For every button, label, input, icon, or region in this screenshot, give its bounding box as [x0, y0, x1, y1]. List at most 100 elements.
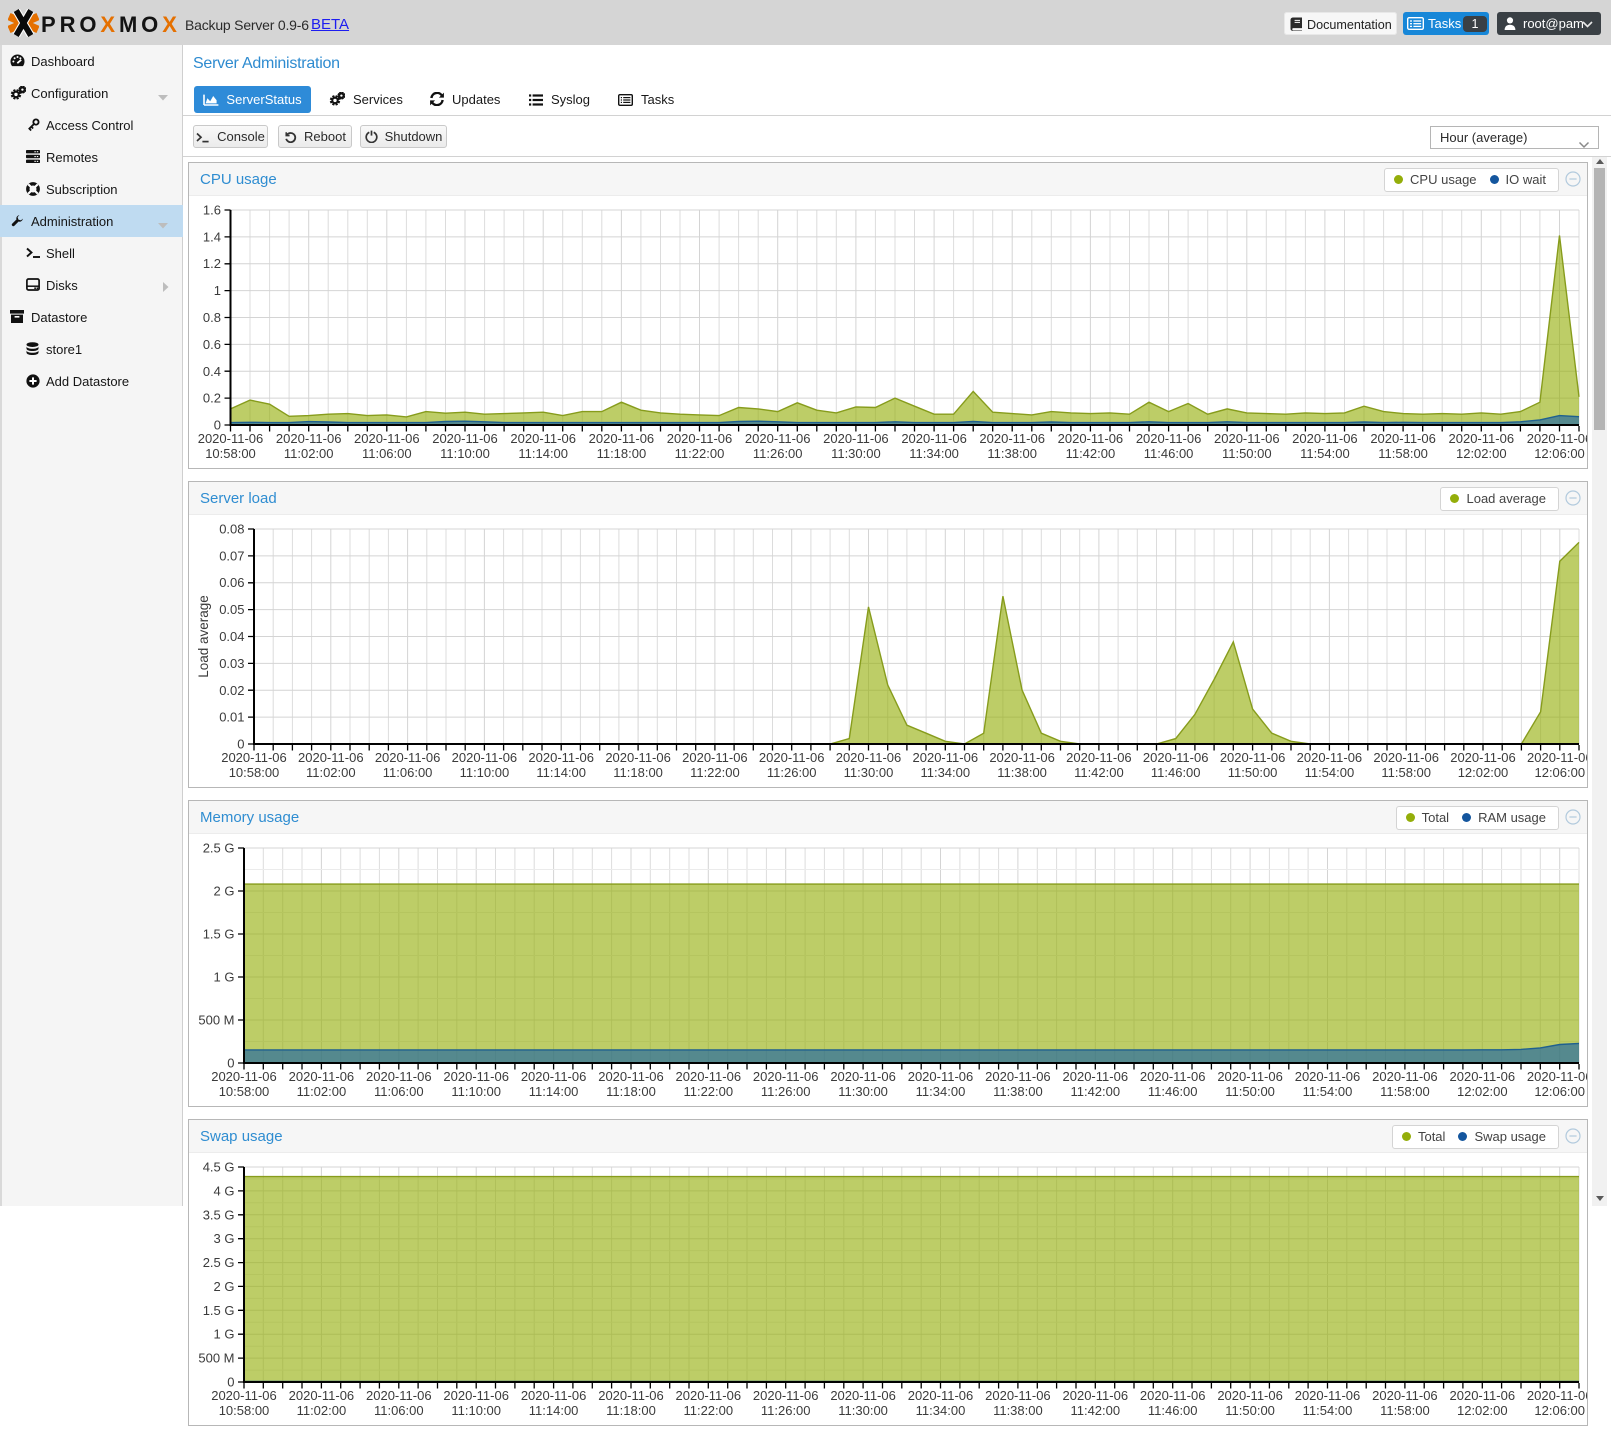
svg-text:11:22:00: 11:22:00 — [690, 765, 740, 780]
svg-text:2020-11-06: 2020-11-06 — [989, 750, 1055, 765]
svg-text:11:14:00: 11:14:00 — [529, 1084, 579, 1099]
svg-text:2020-11-06: 2020-11-06 — [1527, 750, 1587, 765]
svg-text:2020-11-06: 2020-11-06 — [908, 1069, 974, 1084]
svg-text:11:10:00: 11:10:00 — [460, 765, 510, 780]
svg-text:11:02:00: 11:02:00 — [306, 765, 356, 780]
svg-text:0.04: 0.04 — [219, 629, 244, 644]
svg-text:11:58:00: 11:58:00 — [1378, 446, 1428, 461]
svg-text:2020-11-06: 2020-11-06 — [753, 1069, 819, 1084]
svg-text:1 G: 1 G — [214, 1327, 235, 1342]
svg-text:2020-11-06: 2020-11-06 — [1058, 431, 1124, 446]
svg-text:2020-11-06: 2020-11-06 — [908, 1388, 974, 1403]
svg-text:11:46:00: 11:46:00 — [1148, 1403, 1198, 1418]
svg-text:2020-11-06: 2020-11-06 — [221, 750, 287, 765]
svg-text:2020-11-06: 2020-11-06 — [676, 1388, 742, 1403]
svg-text:11:10:00: 11:10:00 — [451, 1084, 501, 1099]
svg-text:2020-11-06: 2020-11-06 — [1527, 1388, 1587, 1403]
svg-text:11:34:00: 11:34:00 — [916, 1403, 966, 1418]
svg-text:2.5 G: 2.5 G — [203, 1255, 235, 1270]
svg-text:2020-11-06: 2020-11-06 — [682, 750, 748, 765]
svg-text:11:54:00: 11:54:00 — [1303, 1084, 1353, 1099]
svg-text:2020-11-06: 2020-11-06 — [1527, 431, 1587, 446]
svg-text:0.06: 0.06 — [219, 575, 244, 590]
svg-text:2020-11-06: 2020-11-06 — [521, 1069, 587, 1084]
svg-text:1.2: 1.2 — [203, 256, 221, 271]
svg-text:Load average: Load average — [196, 595, 211, 678]
svg-text:11:34:00: 11:34:00 — [920, 765, 970, 780]
svg-text:12:06:00: 12:06:00 — [1534, 446, 1585, 461]
svg-text:11:22:00: 11:22:00 — [675, 446, 725, 461]
svg-text:2020-11-06: 2020-11-06 — [1297, 750, 1363, 765]
svg-text:2020-11-06: 2020-11-06 — [1136, 431, 1202, 446]
svg-text:0: 0 — [237, 737, 244, 752]
svg-text:2020-11-06: 2020-11-06 — [375, 750, 441, 765]
svg-text:12:06:00: 12:06:00 — [1534, 1403, 1585, 1418]
svg-text:0.07: 0.07 — [219, 548, 244, 563]
svg-text:11:42:00: 11:42:00 — [1070, 1084, 1120, 1099]
svg-text:11:50:00: 11:50:00 — [1225, 1403, 1275, 1418]
svg-text:1.6: 1.6 — [203, 203, 221, 218]
svg-text:0.02: 0.02 — [219, 683, 244, 698]
svg-text:1.5 G: 1.5 G — [203, 1303, 235, 1318]
svg-text:2020-11-06: 2020-11-06 — [589, 431, 655, 446]
svg-text:11:18:00: 11:18:00 — [606, 1403, 656, 1418]
svg-text:11:58:00: 11:58:00 — [1381, 765, 1431, 780]
svg-text:2020-11-06: 2020-11-06 — [1217, 1069, 1283, 1084]
svg-text:12:06:00: 12:06:00 — [1534, 1084, 1585, 1099]
svg-text:11:10:00: 11:10:00 — [451, 1403, 501, 1418]
svg-text:10:58:00: 10:58:00 — [229, 765, 280, 780]
svg-text:11:18:00: 11:18:00 — [597, 446, 647, 461]
svg-text:2020-11-06: 2020-11-06 — [759, 750, 825, 765]
svg-text:2020-11-06: 2020-11-06 — [366, 1388, 432, 1403]
svg-text:2020-11-06: 2020-11-06 — [823, 431, 889, 446]
svg-text:2020-11-06: 2020-11-06 — [528, 750, 594, 765]
svg-text:0.8: 0.8 — [203, 310, 221, 325]
svg-text:11:54:00: 11:54:00 — [1303, 1403, 1353, 1418]
svg-text:11:42:00: 11:42:00 — [1070, 1403, 1120, 1418]
svg-text:0: 0 — [214, 418, 221, 433]
svg-text:11:22:00: 11:22:00 — [683, 1403, 733, 1418]
svg-text:2.5 G: 2.5 G — [203, 841, 235, 856]
svg-text:2020-11-06: 2020-11-06 — [830, 1069, 896, 1084]
svg-text:4 G: 4 G — [214, 1183, 235, 1198]
svg-text:2020-11-06: 2020-11-06 — [354, 431, 420, 446]
svg-text:3.5 G: 3.5 G — [203, 1207, 235, 1222]
svg-text:2020-11-06: 2020-11-06 — [298, 750, 364, 765]
svg-text:2020-11-06: 2020-11-06 — [1295, 1388, 1361, 1403]
svg-text:1.5 G: 1.5 G — [203, 927, 235, 942]
svg-text:2020-11-06: 2020-11-06 — [1214, 431, 1280, 446]
svg-text:2020-11-06: 2020-11-06 — [1450, 750, 1516, 765]
svg-text:2020-11-06: 2020-11-06 — [1372, 1388, 1438, 1403]
svg-text:11:18:00: 11:18:00 — [606, 1084, 656, 1099]
svg-text:12:02:00: 12:02:00 — [1458, 765, 1509, 780]
svg-text:2020-11-06: 2020-11-06 — [830, 1388, 896, 1403]
svg-text:12:02:00: 12:02:00 — [1457, 1403, 1508, 1418]
svg-text:12:02:00: 12:02:00 — [1456, 446, 1507, 461]
svg-text:2020-11-06: 2020-11-06 — [198, 431, 264, 446]
svg-text:10:58:00: 10:58:00 — [219, 1403, 270, 1418]
svg-text:11:50:00: 11:50:00 — [1225, 1084, 1275, 1099]
svg-text:0.05: 0.05 — [219, 602, 244, 617]
svg-text:2020-11-06: 2020-11-06 — [1217, 1388, 1283, 1403]
svg-text:2020-11-06: 2020-11-06 — [452, 750, 518, 765]
svg-text:11:14:00: 11:14:00 — [529, 1403, 579, 1418]
svg-text:0.01: 0.01 — [219, 710, 244, 725]
svg-text:2020-11-06: 2020-11-06 — [276, 431, 342, 446]
svg-text:2020-11-06: 2020-11-06 — [913, 750, 979, 765]
svg-text:11:54:00: 11:54:00 — [1305, 765, 1355, 780]
svg-text:2020-11-06: 2020-11-06 — [1295, 1069, 1361, 1084]
svg-text:11:38:00: 11:38:00 — [997, 765, 1047, 780]
svg-text:2020-11-06: 2020-11-06 — [1140, 1388, 1206, 1403]
svg-text:2020-11-06: 2020-11-06 — [1370, 431, 1436, 446]
svg-text:11:50:00: 11:50:00 — [1228, 765, 1278, 780]
svg-text:1 G: 1 G — [214, 970, 235, 985]
svg-text:2020-11-06: 2020-11-06 — [1140, 1069, 1206, 1084]
svg-text:2020-11-06: 2020-11-06 — [745, 431, 811, 446]
svg-text:2020-11-06: 2020-11-06 — [1220, 750, 1286, 765]
svg-text:11:26:00: 11:26:00 — [761, 1403, 811, 1418]
svg-text:11:34:00: 11:34:00 — [916, 1084, 966, 1099]
svg-text:2020-11-06: 2020-11-06 — [985, 1388, 1051, 1403]
svg-text:0: 0 — [227, 1056, 234, 1071]
svg-text:0.4: 0.4 — [203, 364, 221, 379]
svg-text:2020-11-06: 2020-11-06 — [1292, 431, 1358, 446]
